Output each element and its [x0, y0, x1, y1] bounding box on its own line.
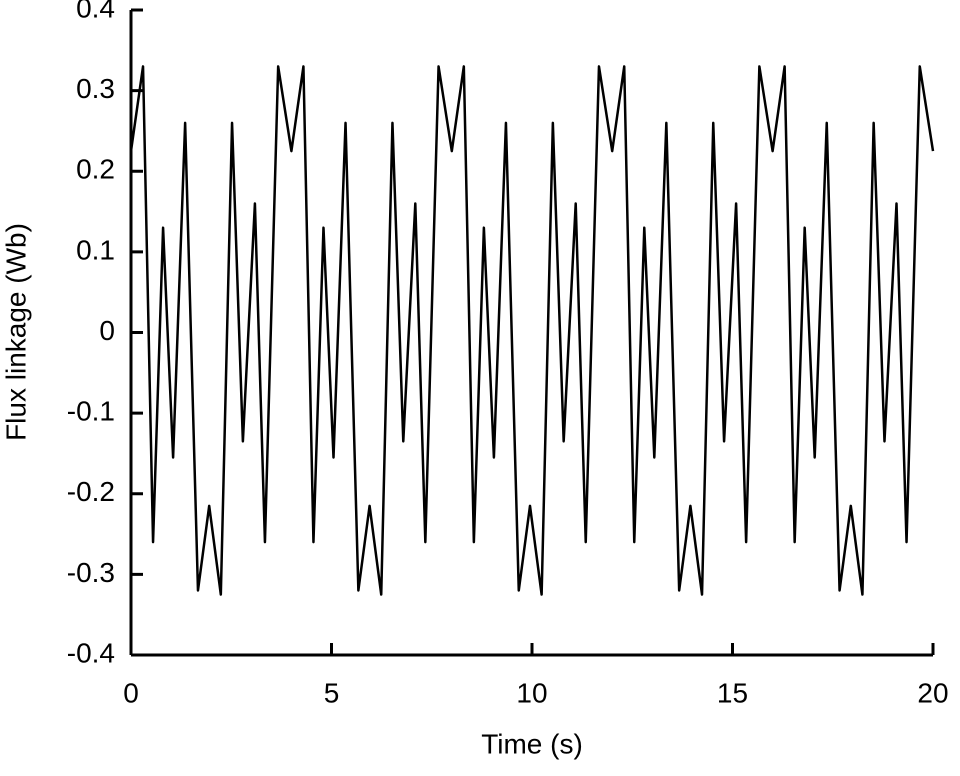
x-axis-label: Time (s)	[481, 728, 583, 759]
y-tick-label: 0.4	[76, 0, 115, 23]
y-tick-label: 0	[99, 315, 115, 346]
y-tick-label: -0.4	[67, 637, 115, 668]
y-tick-label: -0.3	[67, 557, 115, 588]
y-tick-label: 0.1	[76, 234, 115, 265]
x-tick-label: 15	[717, 677, 748, 708]
y-tick-label: -0.2	[67, 476, 115, 507]
line-series	[129, 65, 935, 596]
x-tick-label: 20	[917, 677, 948, 708]
y-tick-label: -0.1	[67, 396, 115, 427]
x-tick-label: 10	[516, 677, 547, 708]
x-tick-label: 0	[123, 677, 139, 708]
y-tick-label: 0.3	[76, 73, 115, 104]
y-tick-label: 0.2	[76, 154, 115, 185]
y-axis-label: Flux linkage (Wb)	[0, 223, 31, 441]
x-tick-label: 5	[324, 677, 340, 708]
